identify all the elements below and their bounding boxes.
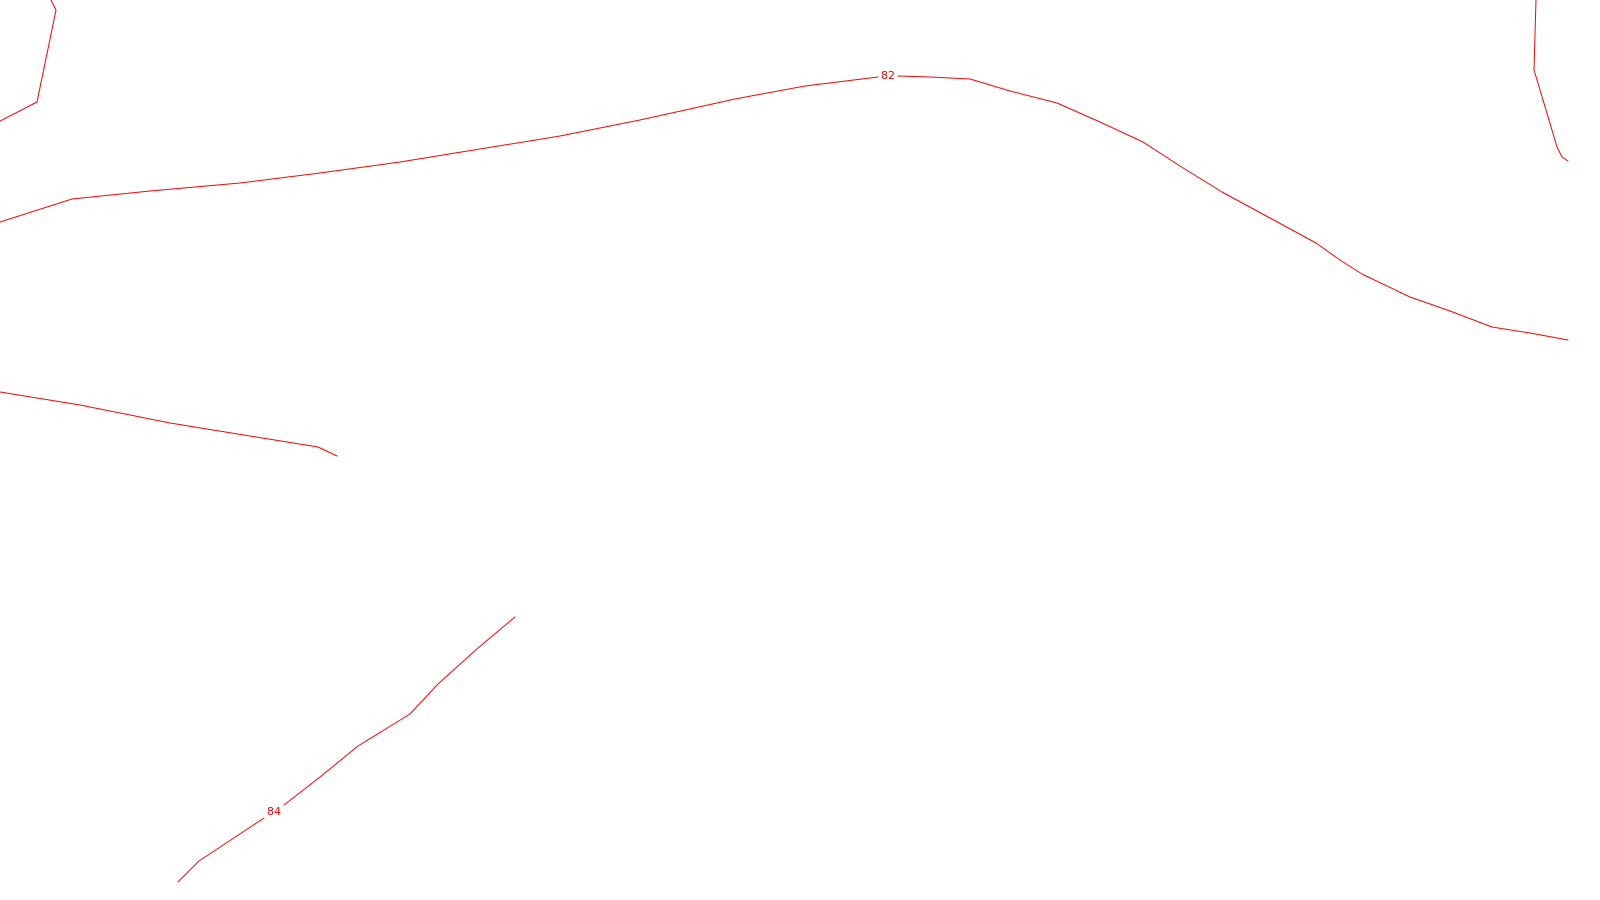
contour-line-84-continued <box>177 817 265 883</box>
contour-label-82: 82 <box>881 69 895 82</box>
contour-label-84: 84 <box>267 805 281 818</box>
contour-line-84 <box>283 616 516 806</box>
contour-line-82-continued <box>897 75 1569 341</box>
contour-line-top-left <box>0 0 57 122</box>
contour-line-82 <box>0 76 879 223</box>
contour-line-mid-left <box>0 391 338 457</box>
contour-line-top-right <box>1533 0 1569 162</box>
